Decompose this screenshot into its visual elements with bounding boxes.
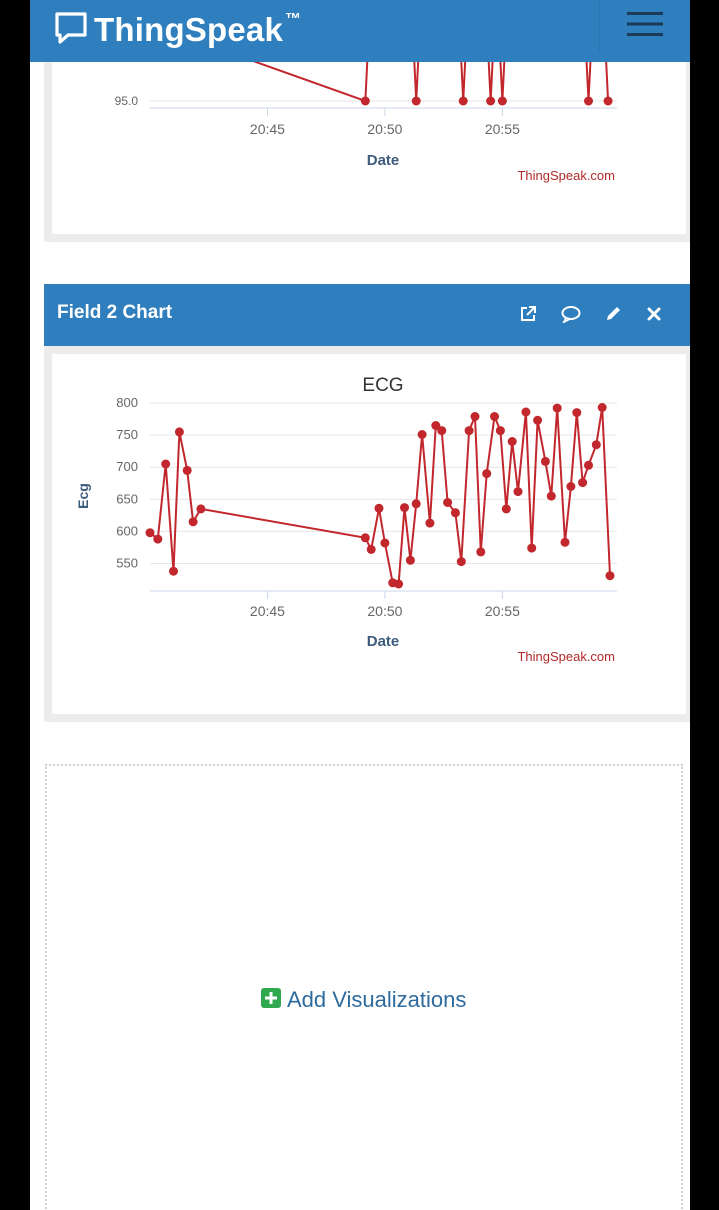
x-tick-label: 20:45 [250, 603, 285, 619]
data-point [501, 504, 511, 514]
field2-chart-title: Field 2 Chart [57, 302, 173, 323]
data-point [161, 459, 171, 469]
data-point [450, 508, 460, 518]
data-point [425, 518, 435, 528]
data-point [411, 96, 421, 106]
data-point [591, 440, 601, 450]
data-point [560, 537, 570, 547]
x-tick-label: 20:45 [250, 121, 285, 137]
data-point [380, 538, 390, 548]
field1-chart: 95.0 20:45 20:50 20:55 Date ThingSpeak.com [115, 39, 617, 183]
data-point [603, 96, 613, 106]
data-point [584, 96, 594, 106]
data-point [196, 504, 206, 514]
x-axis-label: Date [367, 633, 400, 650]
data-point [572, 408, 582, 418]
data-point [566, 482, 576, 491]
data-point [495, 426, 505, 436]
data-point [169, 566, 178, 576]
data-point [470, 412, 480, 421]
page: 95.0 20:45 20:50 20:55 Date ThingSpeak.com Th… [30, 0, 690, 1210]
ecg-chart: 550 600 650 700 750 800 20:45 20:50 20:55 ECG Date… [75, 375, 617, 664]
data-point [527, 543, 537, 553]
x-tick-label: 20:50 [367, 121, 402, 137]
data-point [360, 96, 370, 106]
add-visualizations-label: Add Visualizations [287, 987, 467, 1012]
data-point [521, 407, 531, 417]
data-point [431, 421, 441, 430]
field2-chart-card: Field 2 Chart [44, 284, 690, 722]
data-point [458, 96, 468, 106]
data-point [552, 403, 562, 413]
data-point [360, 533, 370, 543]
y-axis-label: Ecg [75, 483, 91, 509]
top-navbar: ThingSpeak ™ [30, 0, 690, 62]
brand-logo[interactable]: ThingSpeak ™ [54, 10, 301, 50]
field2-chart-body: 550 600 650 700 750 800 20:45 20:50 20:55 ECG Date… [52, 354, 686, 714]
y-tick-label: 600 [116, 523, 138, 538]
data-point [153, 534, 163, 544]
data-point [417, 430, 427, 439]
x-tick-label: 20:50 [367, 603, 402, 619]
chat-bubble-icon [54, 11, 88, 50]
data-point [174, 427, 184, 437]
data-point [540, 456, 550, 466]
series-line [149, 407, 611, 586]
external-link-icon[interactable] [516, 302, 540, 326]
data-point [597, 403, 607, 412]
data-point [513, 487, 523, 497]
data-point [482, 469, 492, 479]
pencil-icon[interactable] [601, 302, 625, 326]
data-point [374, 503, 384, 513]
add-visualizations-button[interactable]: Add Visualizations [261, 987, 466, 1013]
comment-icon[interactable] [559, 302, 583, 326]
y-tick-label: 750 [116, 427, 138, 442]
chart-title: ECG [362, 375, 403, 396]
data-point [145, 528, 155, 538]
x-axis-label: Date [367, 152, 400, 169]
data-point [533, 415, 543, 425]
data-point [507, 437, 517, 446]
hamburger-menu-button[interactable] [599, 0, 690, 52]
close-icon[interactable] [642, 302, 666, 326]
data-point [476, 547, 486, 557]
data-point [578, 478, 588, 488]
trademark-mark: ™ [285, 11, 302, 28]
data-point [605, 571, 615, 581]
data-point [411, 499, 421, 509]
data-point [394, 579, 404, 589]
y-tick-label: 650 [116, 491, 138, 506]
add-visualizations-panel: Add Visualizations [45, 764, 683, 1210]
data-point [546, 491, 556, 501]
data-point [584, 460, 593, 470]
hamburger-icon [627, 10, 663, 43]
x-tick-label: 20:55 [485, 603, 520, 619]
brand-name: ThingSpeak [94, 11, 284, 48]
data-point [405, 555, 415, 565]
y-tick-label: 800 [116, 395, 138, 410]
data-point [464, 426, 474, 436]
data-point [490, 412, 499, 421]
x-tick-label: 20:55 [485, 121, 520, 137]
data-point [188, 517, 198, 527]
data-point [366, 544, 376, 554]
data-point [486, 96, 496, 106]
chart-credit: ThingSpeak.com [517, 649, 615, 664]
data-point [400, 503, 409, 513]
data-point [437, 426, 447, 436]
field2-chart-header: Field 2 Chart [44, 284, 690, 346]
y-tick-label: 700 [116, 459, 138, 474]
data-point [443, 498, 453, 507]
plus-square-icon [261, 987, 281, 1013]
chart-credit: ThingSpeak.com [517, 168, 615, 183]
data-point [182, 465, 192, 475]
data-point [497, 96, 507, 106]
data-point [456, 557, 466, 567]
y-tick-label: 95.0 [115, 94, 139, 108]
y-tick-label: 550 [116, 556, 138, 571]
